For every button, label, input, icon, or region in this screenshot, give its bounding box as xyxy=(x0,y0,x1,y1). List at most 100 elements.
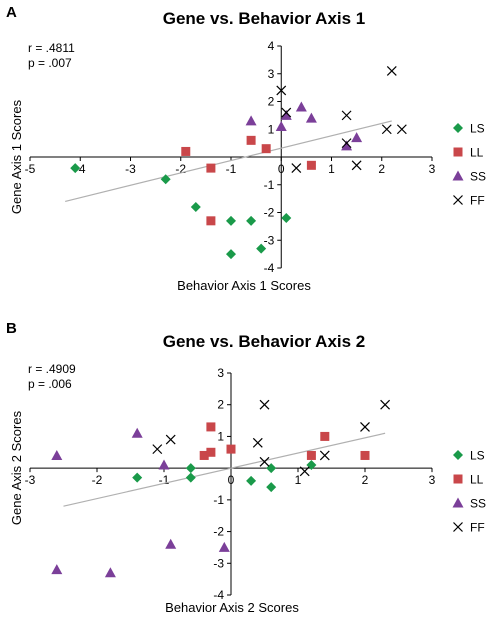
data-point-ff xyxy=(299,466,310,477)
x-tick-label: -5 xyxy=(25,162,36,176)
legend-marker-ss xyxy=(452,170,464,181)
y-tick-label: 2 xyxy=(268,95,275,109)
panel-a-label: A xyxy=(6,4,17,21)
legend-label-ss: SS xyxy=(470,497,486,511)
data-point-ls xyxy=(70,163,81,174)
data-point-ll xyxy=(206,422,216,432)
data-point-ff xyxy=(259,456,270,467)
legend-marker-ls xyxy=(453,123,463,133)
data-point-ll xyxy=(306,450,316,460)
y-tick-label: 1 xyxy=(268,122,275,136)
data-point-ss xyxy=(295,101,307,112)
x-tick-label: -1 xyxy=(159,473,170,487)
x-tick-label: 0 xyxy=(228,473,235,487)
legend-label-ls: LS xyxy=(470,122,485,136)
data-point-ll xyxy=(320,431,330,441)
panel-b-label: B xyxy=(6,320,17,337)
legend-marker-ls xyxy=(453,450,463,460)
x-tick-label: -3 xyxy=(25,473,36,487)
data-point-ll xyxy=(206,216,216,226)
y-tick-label: 3 xyxy=(268,67,275,81)
panel-a-stat-p: p = .007 xyxy=(28,56,72,70)
data-point-ll xyxy=(360,450,370,460)
data-point-ss xyxy=(275,120,287,131)
panel-a-ylabel: Gene Axis 1 Scores xyxy=(9,99,24,214)
data-point-ff xyxy=(396,124,407,135)
data-point-ff xyxy=(291,163,302,174)
data-point-ff xyxy=(381,124,392,135)
data-point-ff xyxy=(259,399,270,410)
legend-label-ll: LL xyxy=(470,146,484,160)
y-tick-label: -4 xyxy=(213,588,224,602)
panel-b-stat-r: r = .4909 xyxy=(28,362,76,376)
y-tick-label: -4 xyxy=(264,261,275,275)
data-point-ls xyxy=(226,249,236,260)
data-point-ff xyxy=(341,110,352,121)
legend-marker-ll xyxy=(453,474,463,484)
data-point-ff xyxy=(360,421,370,432)
data-point-ff xyxy=(351,160,362,171)
data-point-ll xyxy=(226,444,236,454)
data-point-ff xyxy=(386,66,397,76)
data-point-ls xyxy=(185,472,196,483)
legend-marker-ss xyxy=(452,497,464,508)
legend-label-ff: FF xyxy=(470,521,485,535)
data-point-ss xyxy=(104,567,116,578)
data-point-ls xyxy=(132,472,143,483)
data-point-ss xyxy=(165,538,177,549)
panel-a: A Gene vs. Behavior Axis 1 r = .4811 p =… xyxy=(6,4,486,293)
panel-b-title: Gene vs. Behavior Axis 2 xyxy=(163,332,366,351)
data-point-ll xyxy=(261,144,271,154)
data-point-ss xyxy=(245,115,257,126)
panel-a-stat-r: r = .4811 xyxy=(28,41,75,55)
x-tick-label: 2 xyxy=(362,473,369,487)
legend-marker-ll xyxy=(453,147,463,157)
data-point-ls xyxy=(246,475,257,486)
x-tick-label: -2 xyxy=(92,473,103,487)
data-point-ff xyxy=(281,107,292,118)
x-tick-label: -4 xyxy=(75,162,86,176)
data-point-ls xyxy=(226,215,236,226)
data-point-ff xyxy=(165,434,176,445)
data-point-ff xyxy=(152,444,163,455)
panel-b-stat-p: p = .006 xyxy=(28,377,72,391)
x-tick-label: 1 xyxy=(328,162,335,176)
panel-b-plot: -3 -2 -1 0 1 2 3 -4 -3 -2 -1 1 2 3 LS LL SS FF xyxy=(25,366,486,602)
data-point-ls xyxy=(266,482,277,493)
x-tick-label: -2 xyxy=(175,162,186,176)
y-tick-label: -3 xyxy=(264,233,275,247)
x-tick-label: 2 xyxy=(378,162,385,176)
data-point-ff xyxy=(380,399,391,410)
data-point-ll xyxy=(181,146,191,156)
y-tick-label: -3 xyxy=(213,556,224,570)
data-point-ll xyxy=(306,160,316,170)
legend-marker-ff xyxy=(453,522,463,532)
data-point-ll xyxy=(246,135,256,145)
legend-label-ls: LS xyxy=(470,449,485,463)
trend-line xyxy=(63,432,386,507)
y-tick-label: -2 xyxy=(213,525,224,539)
panel-b: B Gene vs. Behavior Axis 2 r = .4909 p =… xyxy=(6,320,486,615)
panel-a-xlabel: Behavior Axis 1 Scores xyxy=(177,278,311,293)
x-tick-label: -3 xyxy=(125,162,136,176)
data-point-ss xyxy=(218,541,230,552)
data-point-ls xyxy=(160,174,171,185)
y-tick-label: -1 xyxy=(213,493,224,507)
data-point-ll xyxy=(206,447,216,457)
data-point-ls xyxy=(246,215,257,226)
x-tick-label: -1 xyxy=(226,162,237,176)
x-tick-label: 0 xyxy=(278,162,285,176)
trend-line xyxy=(65,120,392,202)
data-point-ls xyxy=(281,213,292,224)
x-tick-label: 3 xyxy=(429,473,436,487)
data-point-ss xyxy=(51,449,63,460)
y-tick-label: 1 xyxy=(217,429,224,443)
data-point-ss xyxy=(158,459,170,470)
y-tick-label: -2 xyxy=(264,206,275,220)
panel-b-xlabel: Behavior Axis 2 Scores xyxy=(165,600,299,615)
data-point-ff xyxy=(319,450,330,461)
data-point-ls xyxy=(256,243,267,254)
x-tick-label: 1 xyxy=(295,473,302,487)
